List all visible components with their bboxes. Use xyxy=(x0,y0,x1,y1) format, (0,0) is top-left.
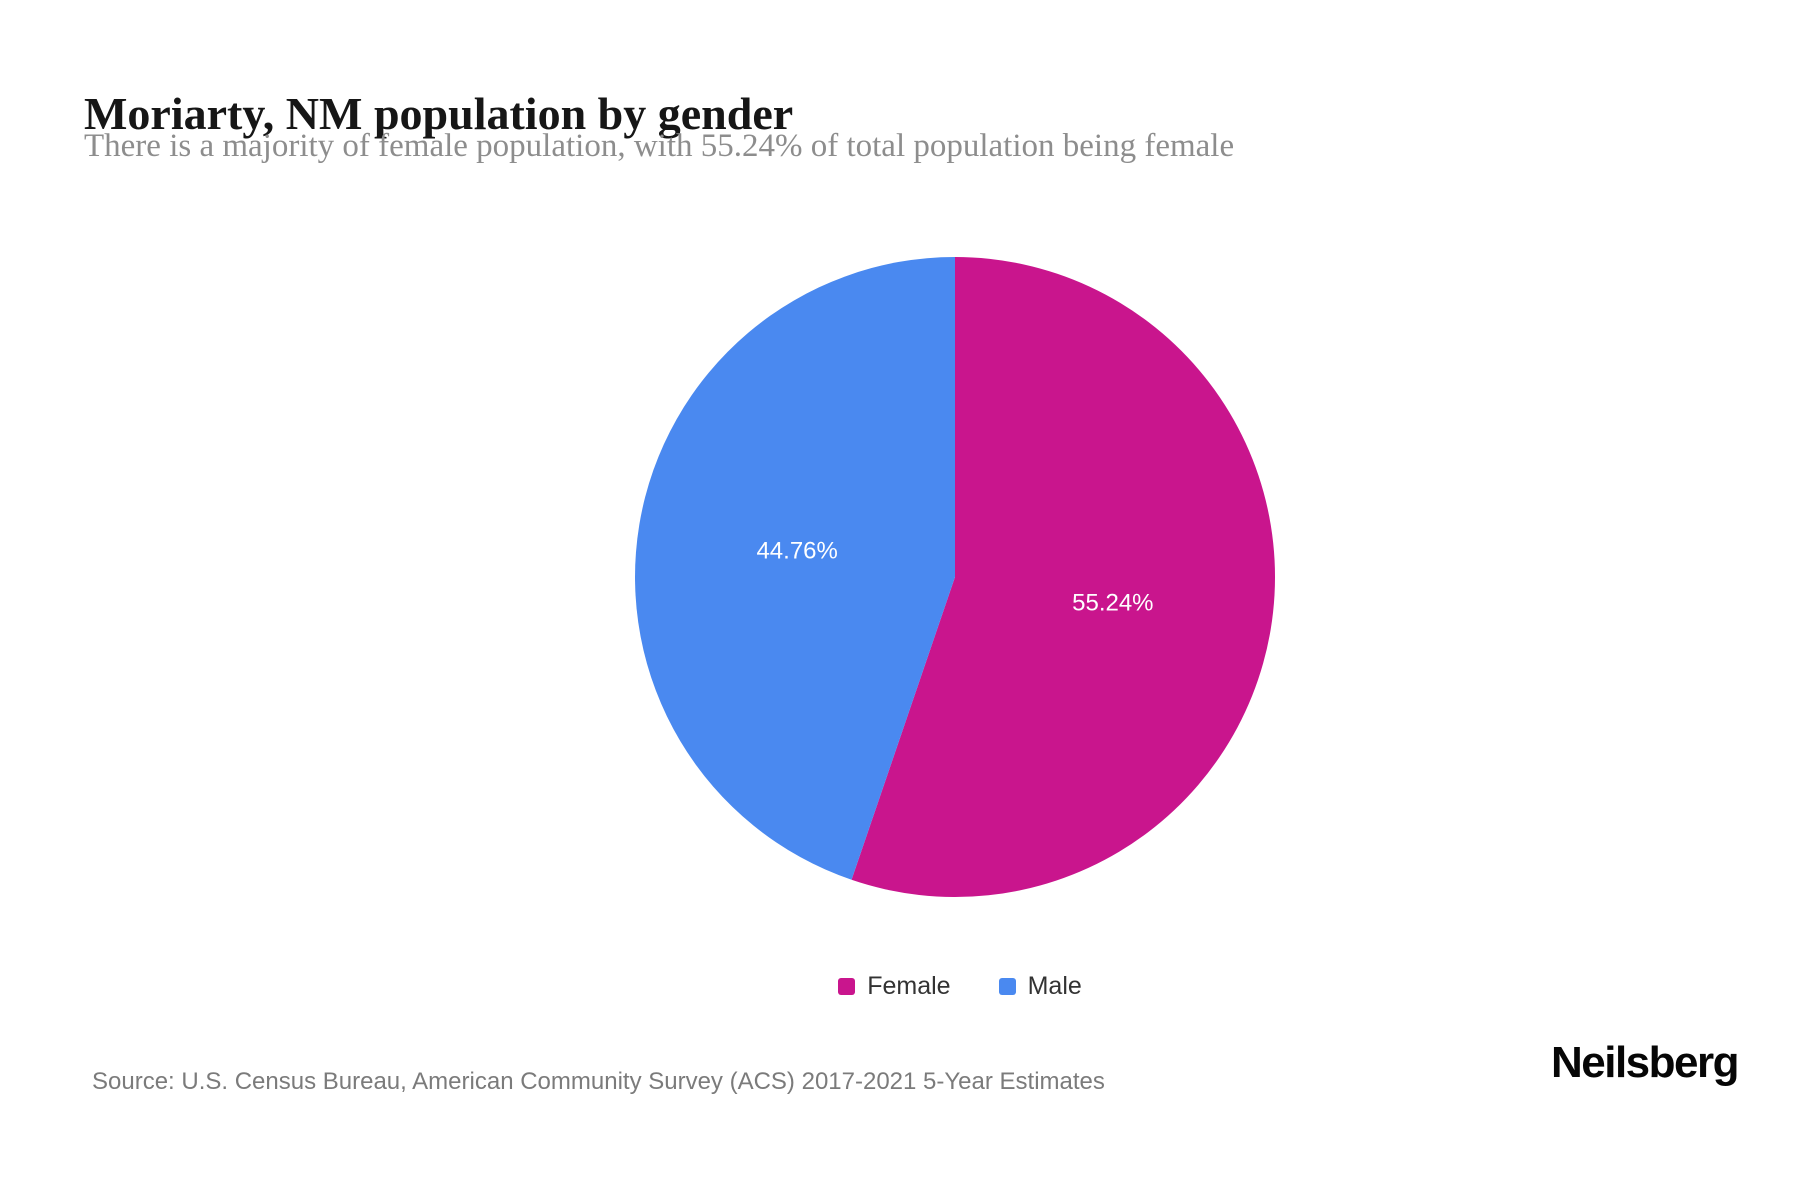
legend-label-male: Male xyxy=(1027,972,1082,1000)
chart-subtitle: There is a majority of female population… xyxy=(84,128,1235,164)
page-title: Moriarty, NM population by gender xyxy=(84,87,794,139)
pie-slice-male[interactable] xyxy=(635,257,955,880)
pie-slice-female[interactable] xyxy=(851,257,1276,897)
legend-swatch-female xyxy=(838,978,856,995)
neilsberg-logo: Neilsberg xyxy=(1550,1038,1740,1087)
pie-chart-area: 55.24% 44.76% xyxy=(625,247,1285,907)
source-note: Source: U.S. Census Bureau, American Com… xyxy=(92,1068,1105,1095)
slice-value-label-male: 44.76% xyxy=(756,537,837,564)
legend-item-male[interactable]: Male xyxy=(998,972,1082,1001)
legend-item-female[interactable]: Female xyxy=(838,972,951,1001)
legend-swatch-male xyxy=(998,978,1016,995)
chart-legend: Female Male xyxy=(60,972,1800,1001)
pie-chart: 55.24% 44.76% xyxy=(635,257,1276,897)
legend-label-female: Female xyxy=(867,972,951,1000)
slice-value-label-female: 55.24% xyxy=(1072,590,1153,617)
